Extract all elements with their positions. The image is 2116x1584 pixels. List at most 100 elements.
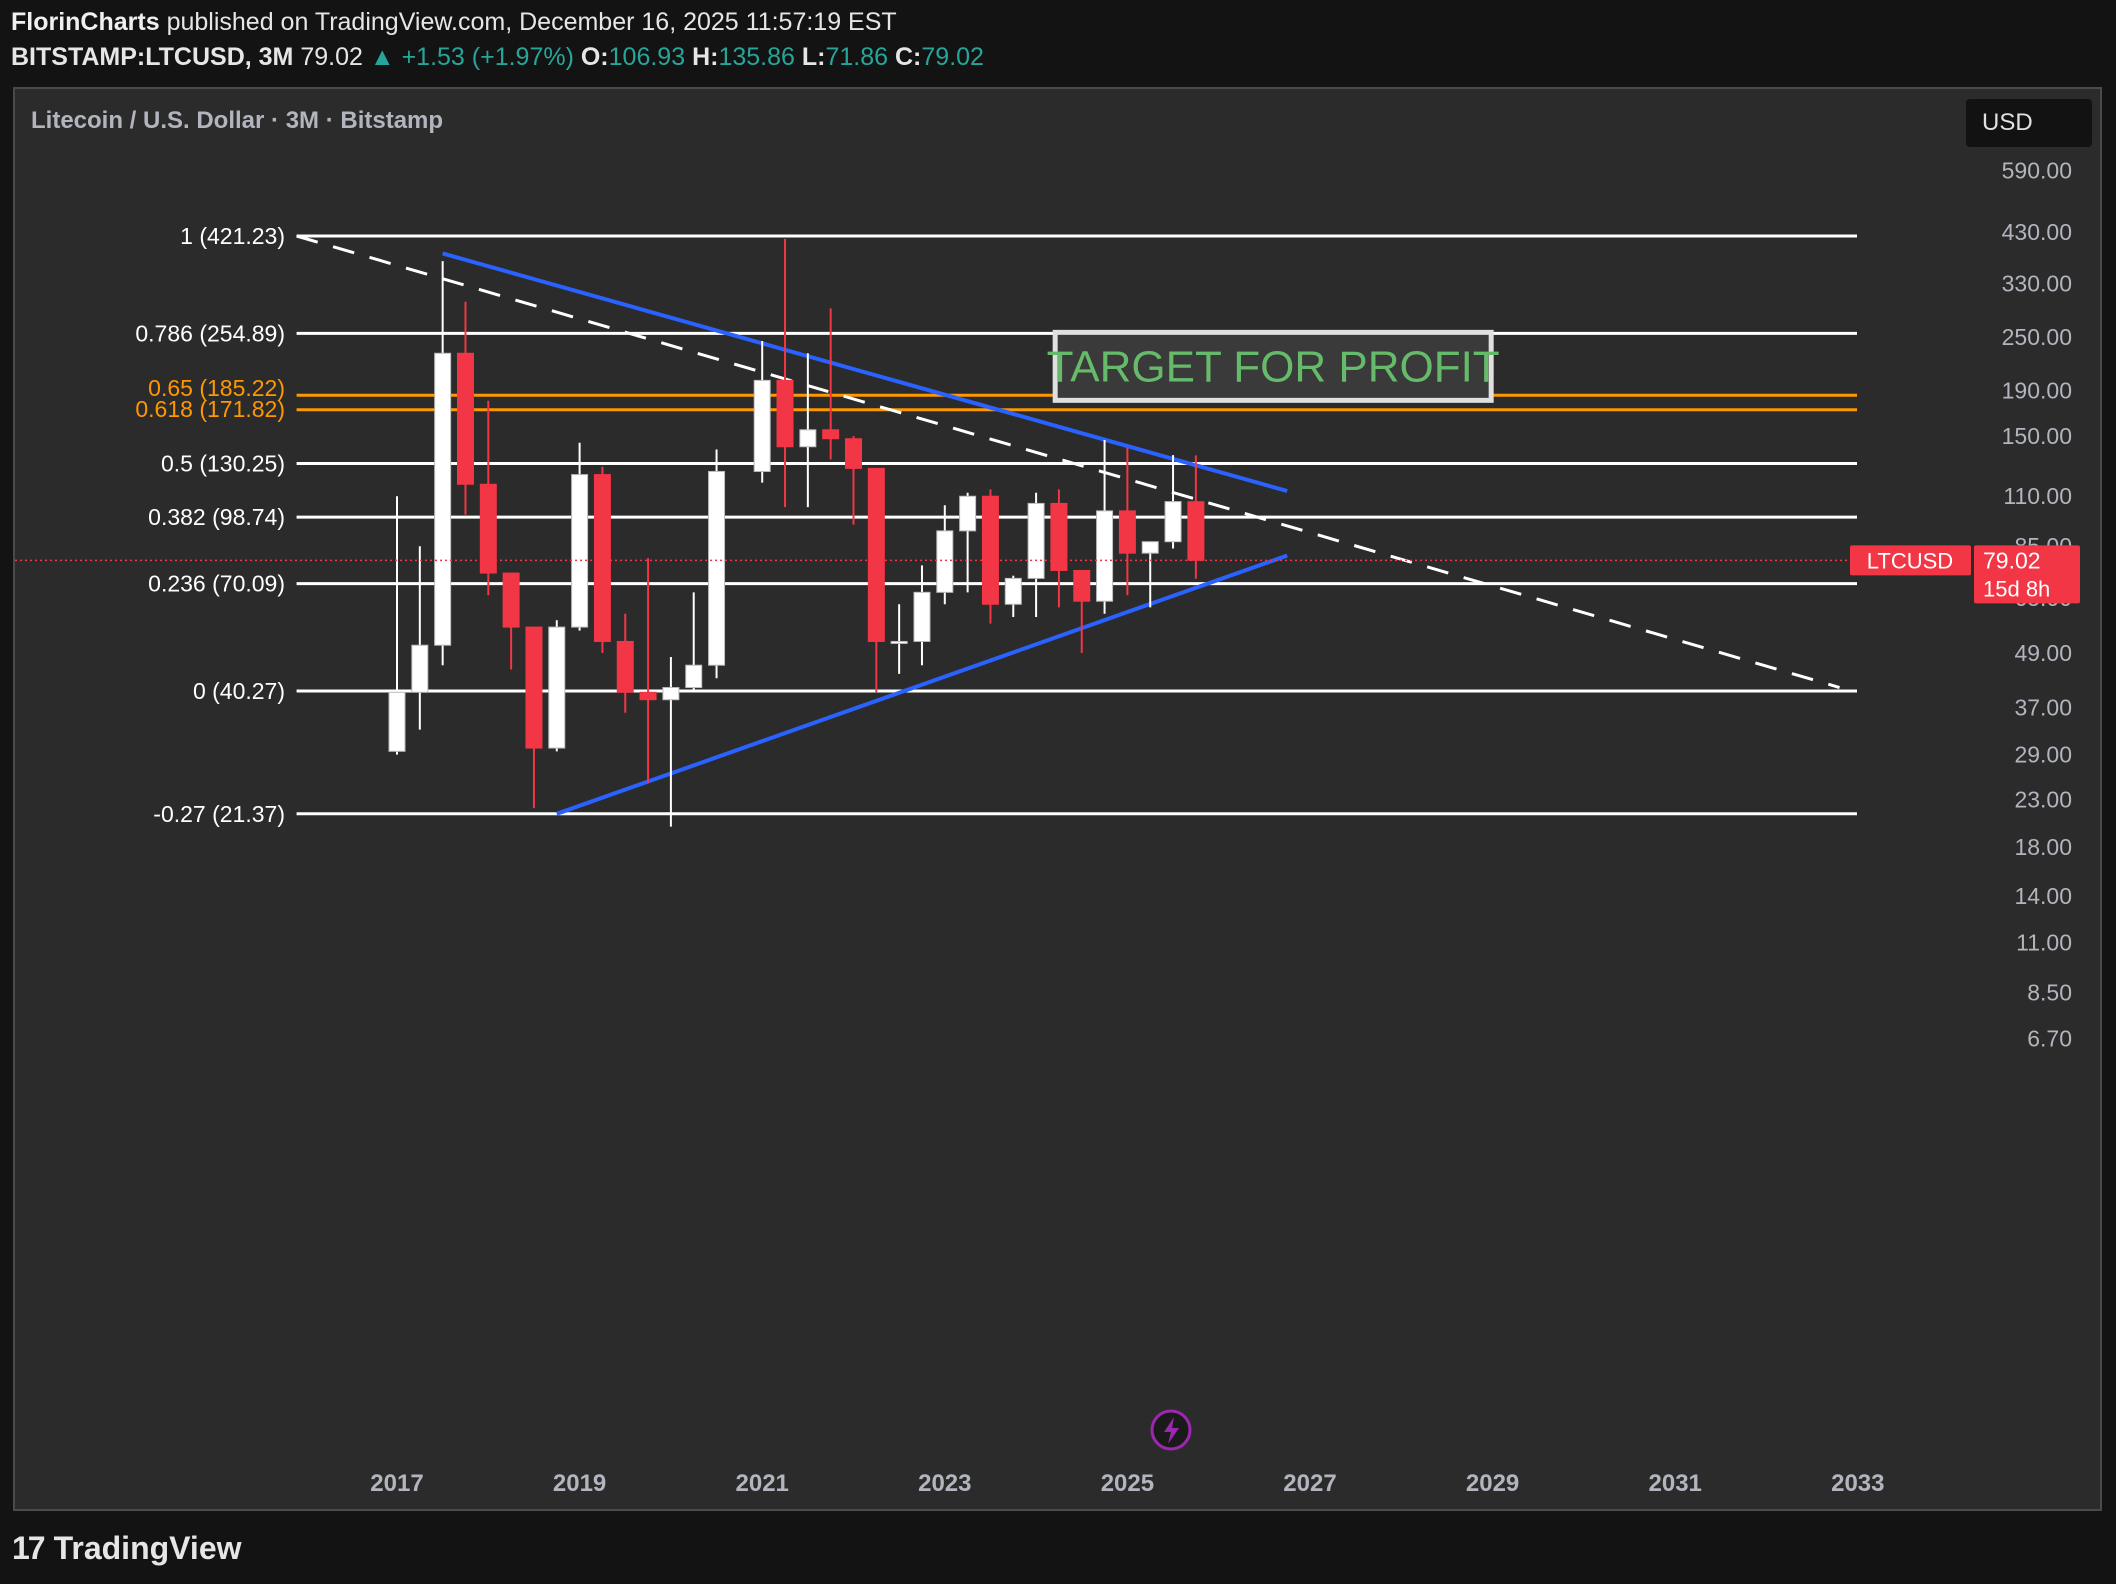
candle-body — [502, 572, 520, 628]
tradingview-logo-icon: 17 — [12, 1530, 46, 1566]
target-annotation-text: TARGET FOR PROFIT — [1047, 342, 1500, 391]
y-tick-label: 11.00 — [2016, 930, 2072, 956]
close-label: C: — [895, 43, 922, 71]
close-value: 79.02 — [921, 43, 984, 71]
x-tick-label: 2033 — [1831, 1470, 1884, 1497]
x-tick-label: 2023 — [918, 1470, 971, 1497]
candle-body — [936, 530, 954, 593]
candle-body — [662, 687, 680, 701]
candle-body — [845, 438, 862, 469]
x-tick-label: 2031 — [1649, 1470, 1702, 1497]
trendline-dashed — [296, 234, 1840, 689]
currency-button[interactable]: USD — [1966, 99, 2092, 147]
low-value: 71.86 — [825, 43, 889, 71]
price-tag — [1974, 545, 2080, 604]
candle-body — [616, 640, 634, 693]
y-tick-label: 37.00 — [2014, 694, 2072, 720]
y-tick-label: 110.00 — [2003, 483, 2072, 509]
y-tick-label: 8.50 — [2027, 979, 2072, 1005]
x-tick-label: 2017 — [370, 1470, 423, 1497]
chart-legend: Litecoin / U.S. Dollar · 3M · Bitstamp — [31, 107, 444, 134]
candle-body — [1050, 502, 1068, 571]
fib-label: 1 (421.23) — [180, 223, 285, 249]
author-name[interactable]: FlorinCharts — [11, 8, 160, 36]
candle-body — [776, 379, 794, 448]
symbol-tag-text: LTCUSD — [1867, 548, 1953, 573]
x-tick-label: 2021 — [736, 1470, 789, 1497]
candle-body — [1004, 577, 1022, 605]
candle-body — [1096, 510, 1114, 602]
lightning-bolt-icon — [1164, 1417, 1179, 1444]
symbol-info: BITSTAMP:LTCUSD, 3M 79.02 ▲ +1.53 (+1.97… — [11, 43, 984, 72]
trendline-upper — [442, 251, 1288, 493]
target-annotation-box — [1052, 329, 1494, 403]
x-tick-label: 2025 — [1101, 1470, 1154, 1497]
y-tick-label: 29.00 — [2014, 742, 2072, 768]
candle-body — [867, 467, 885, 642]
y-tick-label: 250.00 — [2002, 324, 2072, 350]
brand-name: TradingView — [53, 1530, 242, 1566]
publish-info: FlorinCharts published on TradingView.co… — [11, 8, 897, 37]
candle-body — [799, 429, 817, 448]
candle-body — [1027, 502, 1045, 579]
y-tick-label: 18.00 — [2014, 834, 2072, 860]
y-tick-label: 23.00 — [2014, 787, 2072, 813]
footer-brand[interactable]: 17 TradingView — [12, 1530, 242, 1567]
publish-date: published on TradingView.com, December 1… — [166, 8, 897, 36]
y-tick-label: 14.00 — [2014, 883, 2072, 909]
candle-body — [890, 640, 908, 644]
fib-label: -0.27 (21.37) — [153, 801, 285, 827]
candle-body — [753, 379, 771, 472]
candle-body — [479, 483, 497, 574]
high-value: 135.86 — [718, 43, 795, 71]
last-price: 79.02 — [300, 43, 363, 71]
y-tick-label: 590.00 — [2002, 158, 2072, 184]
y-tick-label: 150.00 — [2002, 423, 2072, 449]
candle-body — [593, 474, 611, 642]
fib-label: 0.65 (185.22) — [148, 375, 285, 401]
candle-body — [456, 352, 474, 485]
candle-body — [434, 352, 452, 646]
y-tick-label: 330.00 — [2002, 270, 2072, 296]
candle-body — [708, 470, 726, 666]
candle-body — [571, 474, 589, 628]
y-tick-label: 49.00 — [2014, 640, 2072, 666]
candle-body — [1164, 501, 1182, 543]
y-tick-label: 430.00 — [2002, 219, 2072, 245]
trendline-lower — [556, 553, 1288, 816]
candle-body — [411, 644, 429, 693]
triangle-up-icon: ▲ — [369, 43, 395, 71]
candle-body — [388, 691, 406, 752]
candle-body — [913, 591, 931, 642]
candle-body — [1141, 541, 1159, 554]
candle-body — [548, 626, 566, 749]
price-tag-countdown: 15d 8h — [1983, 576, 2050, 601]
candle-body — [959, 495, 977, 532]
candle-body — [822, 429, 840, 440]
candle-body — [981, 495, 999, 605]
candle-body — [1118, 510, 1136, 554]
candle-body — [685, 664, 703, 689]
fib-label: 0 (40.27) — [193, 678, 285, 704]
candle-body — [639, 691, 657, 701]
fib-label: 0.382 (98.74) — [148, 504, 285, 530]
y-tick-label: 190.00 — [2002, 377, 2072, 403]
fib-label: 0.786 (254.89) — [135, 320, 285, 346]
chart-panel[interactable]: 1 (421.23) 0.786 (254.89) 0.65 (185.22) 0.6… — [13, 87, 2102, 1511]
chart-canvas[interactable]: 1 (421.23) 0.786 (254.89) 0.65 (185.22)0.6… — [15, 89, 2102, 1511]
y-tick-label: 6.70 — [2027, 1026, 2072, 1052]
price-change: +1.53 (+1.97%) — [401, 43, 574, 71]
open-label: O: — [580, 43, 609, 71]
fib-label: 0.236 (70.09) — [148, 571, 285, 597]
open-value: 106.93 — [608, 43, 686, 71]
fib-label: 0.618 (171.82) — [135, 396, 285, 422]
x-tick-label: 2029 — [1466, 1470, 1519, 1497]
fib-label: 0.5 (130.25) — [161, 450, 285, 476]
symbol-name: BITSTAMP:LTCUSD, 3M — [11, 43, 294, 71]
candle-body — [1187, 501, 1205, 561]
symbol-tag — [1850, 545, 1971, 576]
candle-body — [1073, 569, 1091, 602]
low-label: L: — [801, 43, 826, 71]
high-label: H: — [692, 43, 719, 71]
price-tag-value: 79.02 — [1983, 547, 2041, 573]
